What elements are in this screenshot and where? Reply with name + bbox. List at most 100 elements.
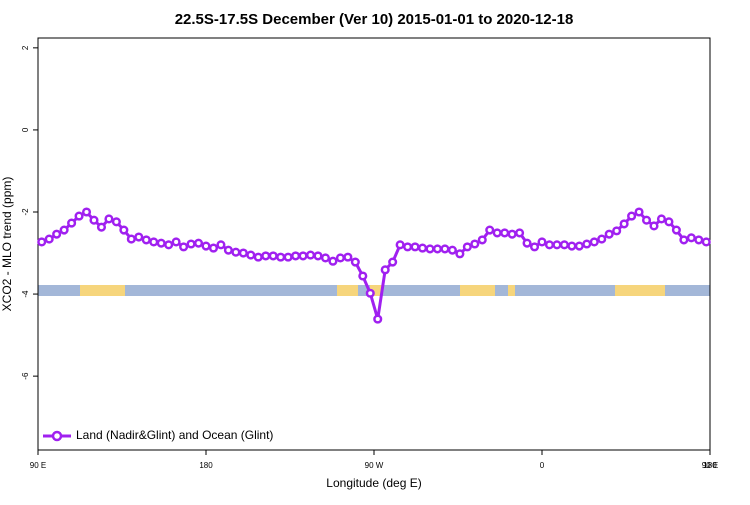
data-point <box>156 238 166 248</box>
x-axis-label: Longitude (deg E) <box>326 476 421 490</box>
data-point <box>149 237 159 247</box>
y-tick-label: -4 <box>21 290 30 298</box>
data-point <box>89 215 99 225</box>
data-point <box>432 244 443 254</box>
x-tick-label: 0 <box>540 461 545 470</box>
land-patch <box>370 285 382 296</box>
chart-title: 22.5S-17.5S December (Ver 10) 2015-01-01… <box>175 11 574 28</box>
data-point <box>268 251 278 261</box>
data-point <box>544 240 555 250</box>
land-patch <box>508 285 515 296</box>
data-point <box>485 225 495 235</box>
data-point <box>597 234 607 244</box>
data-point <box>328 256 338 266</box>
data-point <box>283 252 293 262</box>
data-point <box>492 228 502 238</box>
y-tick-label: -6 <box>21 372 30 380</box>
data-point <box>208 243 219 253</box>
plot-frame <box>37 37 711 451</box>
data-point <box>649 221 659 231</box>
data-point <box>373 314 383 324</box>
data-point <box>567 241 577 251</box>
data-point <box>500 228 510 238</box>
data-point <box>298 251 308 261</box>
land-ocean-strip <box>38 285 710 296</box>
data-point <box>388 257 398 267</box>
data-point <box>522 238 532 248</box>
data-point <box>193 238 204 248</box>
data-point <box>403 242 413 252</box>
data-point <box>44 234 54 244</box>
data-point <box>119 225 129 235</box>
data-point <box>246 250 256 260</box>
data-point <box>261 251 271 261</box>
y-axis-label: XCO2 - MLO trend (ppm) <box>0 177 14 312</box>
data-point <box>52 229 62 239</box>
data-point <box>641 215 652 225</box>
data-point <box>171 237 181 247</box>
data-point <box>313 251 323 261</box>
data-point <box>231 247 241 257</box>
series-line <box>41 210 707 320</box>
data-point <box>507 229 517 239</box>
data-point <box>634 207 644 217</box>
data-point <box>179 242 189 252</box>
data-point <box>253 252 263 262</box>
data-point <box>619 219 629 229</box>
x-tick-label: 90 W <box>365 461 384 470</box>
data-point <box>276 252 286 262</box>
data-point <box>552 240 562 250</box>
data-point <box>104 214 114 224</box>
data-point <box>358 271 368 281</box>
data-point <box>671 225 681 235</box>
data-point <box>664 217 674 227</box>
data-point <box>589 237 599 247</box>
data-point <box>96 222 107 232</box>
data-point <box>462 242 472 252</box>
y-tick-label: 0 <box>21 127 30 132</box>
data-point <box>455 249 465 259</box>
x-tick-label: 180 <box>199 461 213 470</box>
data-point <box>694 235 704 245</box>
data-point <box>417 243 428 253</box>
data-point <box>686 233 696 243</box>
land-patch <box>80 285 125 296</box>
data-point <box>320 253 331 263</box>
data-point <box>380 265 390 275</box>
data-point <box>81 207 92 217</box>
legend-label: Land (Nadir&Glint) and Ocean (Glint) <box>76 428 273 442</box>
x-tick-label: 90 E <box>30 461 46 470</box>
data-point <box>201 241 211 251</box>
data-point <box>365 288 375 298</box>
data-point <box>470 239 480 249</box>
legend-marker <box>51 430 63 442</box>
data-point <box>134 232 144 242</box>
data-point <box>238 248 248 258</box>
data-point <box>574 241 584 251</box>
data-point <box>395 240 405 250</box>
data-point <box>515 228 525 238</box>
x-tick-label: 90 E <box>702 461 718 470</box>
data-point <box>343 252 353 262</box>
data-point <box>74 211 84 221</box>
data-point <box>440 244 450 254</box>
data-point <box>59 225 69 235</box>
data-point <box>164 240 174 250</box>
data-point <box>223 245 233 255</box>
data-point <box>335 253 345 263</box>
data-point <box>582 239 592 249</box>
data-point <box>410 242 420 252</box>
y-tick-label: -2 <box>21 208 30 216</box>
data-point <box>186 239 196 249</box>
data-point <box>701 237 711 247</box>
data-point <box>111 217 121 227</box>
x-tick-label: 180 <box>703 461 717 470</box>
data-point <box>604 229 614 239</box>
data-point <box>559 240 569 250</box>
data-point <box>141 235 151 245</box>
data-point <box>679 235 689 245</box>
land-patch <box>337 285 358 296</box>
data-point <box>216 240 226 250</box>
data-point <box>425 244 435 254</box>
